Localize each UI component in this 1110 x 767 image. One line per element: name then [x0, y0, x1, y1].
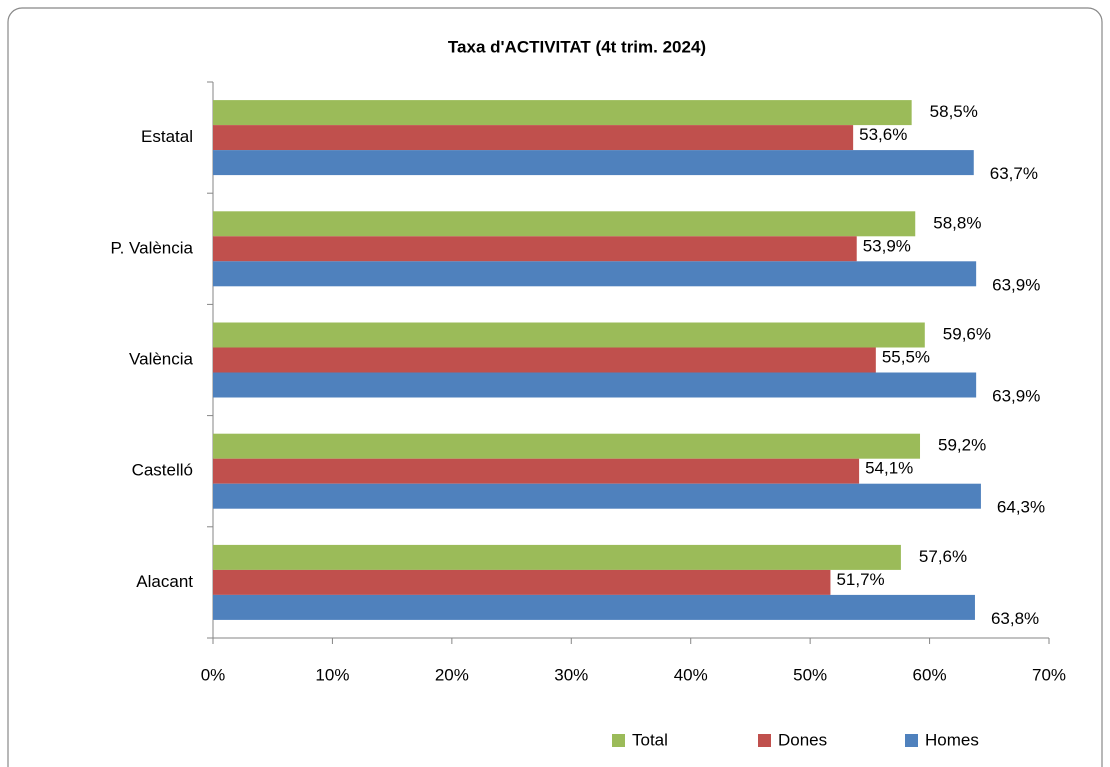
value-label: 55,5%: [882, 347, 930, 366]
legend-swatch: [612, 734, 625, 747]
legend-label: Total: [632, 730, 668, 749]
x-tick-label: 30%: [554, 665, 588, 684]
category-label: Estatal: [141, 127, 193, 146]
legend-swatch: [758, 734, 771, 747]
category-label: Alacant: [136, 572, 193, 591]
category-label: València: [129, 349, 193, 368]
value-label: 53,9%: [863, 236, 911, 255]
value-label: 63,7%: [990, 164, 1038, 183]
value-label: 58,5%: [930, 102, 978, 121]
value-label: 57,6%: [919, 547, 967, 566]
category-label: Castelló: [132, 461, 193, 480]
bar: [213, 261, 977, 287]
bar: [213, 236, 857, 262]
bar: [213, 125, 854, 151]
bar: [213, 347, 876, 373]
value-label: 59,2%: [938, 436, 986, 455]
legend-label: Homes: [925, 730, 979, 749]
chart-title: Taxa d'ACTIVITAT (4t trim. 2024): [448, 37, 706, 56]
bar: [213, 100, 912, 126]
bar: [213, 483, 981, 509]
x-tick-label: 70%: [1032, 665, 1066, 684]
value-label: 63,9%: [992, 275, 1040, 294]
value-label: 58,8%: [933, 213, 981, 232]
x-tick-label: 50%: [793, 665, 827, 684]
x-tick-label: 40%: [674, 665, 708, 684]
legend-label: Dones: [778, 730, 827, 749]
value-label: 63,8%: [991, 609, 1039, 628]
x-tick-label: 0%: [201, 665, 226, 684]
value-label: 53,6%: [859, 125, 907, 144]
bar: [213, 372, 977, 398]
bar: [213, 211, 916, 237]
x-tick-label: 10%: [315, 665, 349, 684]
value-label: 64,3%: [997, 498, 1045, 517]
category-label: P. València: [110, 238, 193, 257]
value-label: 59,6%: [943, 324, 991, 343]
bar: [213, 150, 974, 176]
x-tick-label: 60%: [913, 665, 947, 684]
x-tick-label: 20%: [435, 665, 469, 684]
bar: [213, 433, 921, 459]
value-label: 63,9%: [992, 386, 1040, 405]
bar: [213, 458, 860, 484]
value-label: 51,7%: [836, 570, 884, 589]
value-label: 54,1%: [865, 459, 913, 478]
bar: [213, 544, 901, 570]
bar: [213, 322, 925, 348]
bar: [213, 569, 831, 595]
bar: [213, 594, 975, 620]
legend-swatch: [905, 734, 918, 747]
